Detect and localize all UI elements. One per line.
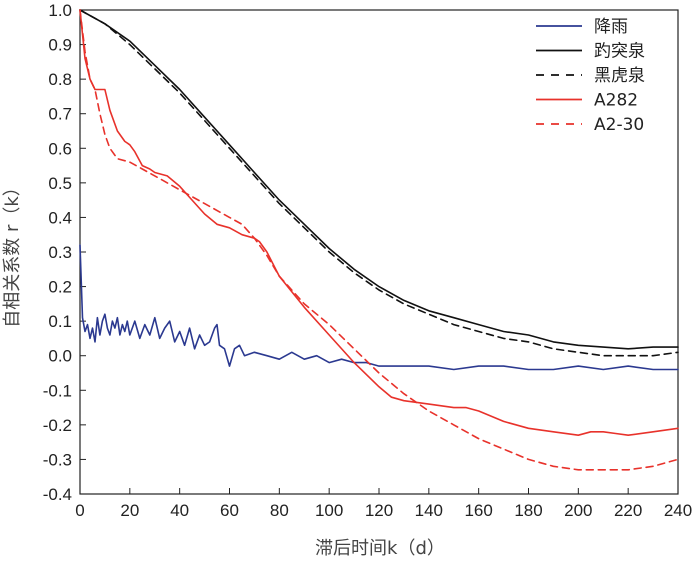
x-tick-label: 200: [564, 501, 592, 520]
x-tick-label: 140: [415, 501, 443, 520]
y-tick-label: 0.0: [48, 347, 72, 366]
legend-label: 黑虎泉: [594, 66, 645, 86]
y-axis-label: 自相关系数 r（k）: [2, 178, 23, 328]
y-axis-ticks: 1.0 0.9 0.8 0.7 0.6 0.5 0.4 0.3 0.2 0.1 0.0 -0.1 -0.…: [43, 1, 86, 504]
x-tick-label: 180: [514, 501, 542, 520]
series-line-4: [79, 9, 679, 471]
x-tick-label: 220: [614, 501, 642, 520]
y-tick-label: 0.4: [48, 208, 72, 227]
y-tick-label: 1.0: [48, 1, 72, 20]
legend-label: 降雨: [594, 17, 628, 37]
y-tick-label: -0.1: [43, 381, 72, 400]
series-line-0: [79, 244, 679, 371]
y-tick-label: 0.3: [48, 243, 72, 262]
y-tick-label: -0.4: [43, 485, 72, 504]
x-axis-label: 滞后时间k（d）: [315, 538, 445, 559]
y-tick-label: 0.5: [48, 174, 72, 193]
series-layer: [79, 9, 679, 471]
plot-border: [79, 9, 679, 495]
plot-frame: [79, 9, 679, 495]
y-tick-label: 0.6: [48, 139, 72, 158]
x-tick-label: 100: [315, 501, 343, 520]
x-tick-label: 120: [365, 501, 393, 520]
x-tick-label: 240: [664, 501, 692, 520]
legend-label: 趵突泉: [594, 42, 645, 62]
legend-label: A282: [594, 91, 638, 111]
x-tick-label: 60: [220, 501, 239, 520]
x-tick-label: 20: [120, 501, 139, 520]
y-tick-label: 0.7: [48, 105, 72, 124]
x-tick-label: 40: [170, 501, 189, 520]
series-line-3: [79, 9, 679, 436]
y-tick-label: 0.8: [48, 70, 72, 89]
x-tick-label: 0: [75, 501, 84, 520]
x-tick-label: 80: [270, 501, 289, 520]
y-tick-label: 0.1: [48, 312, 72, 331]
y-tick-label: 0.2: [48, 278, 72, 297]
series-line-1: [79, 9, 679, 350]
legend-label: A2-30: [594, 115, 644, 135]
series-line-2: [79, 9, 679, 357]
x-tick-label: 160: [464, 501, 492, 520]
y-tick-label: 0.9: [48, 36, 72, 55]
y-tick-label: -0.2: [43, 416, 72, 435]
x-axis-ticks: 0 20 40 60 80 100 120 140 160 180 200 220 240: [75, 488, 692, 520]
y-tick-label: -0.3: [43, 450, 72, 469]
